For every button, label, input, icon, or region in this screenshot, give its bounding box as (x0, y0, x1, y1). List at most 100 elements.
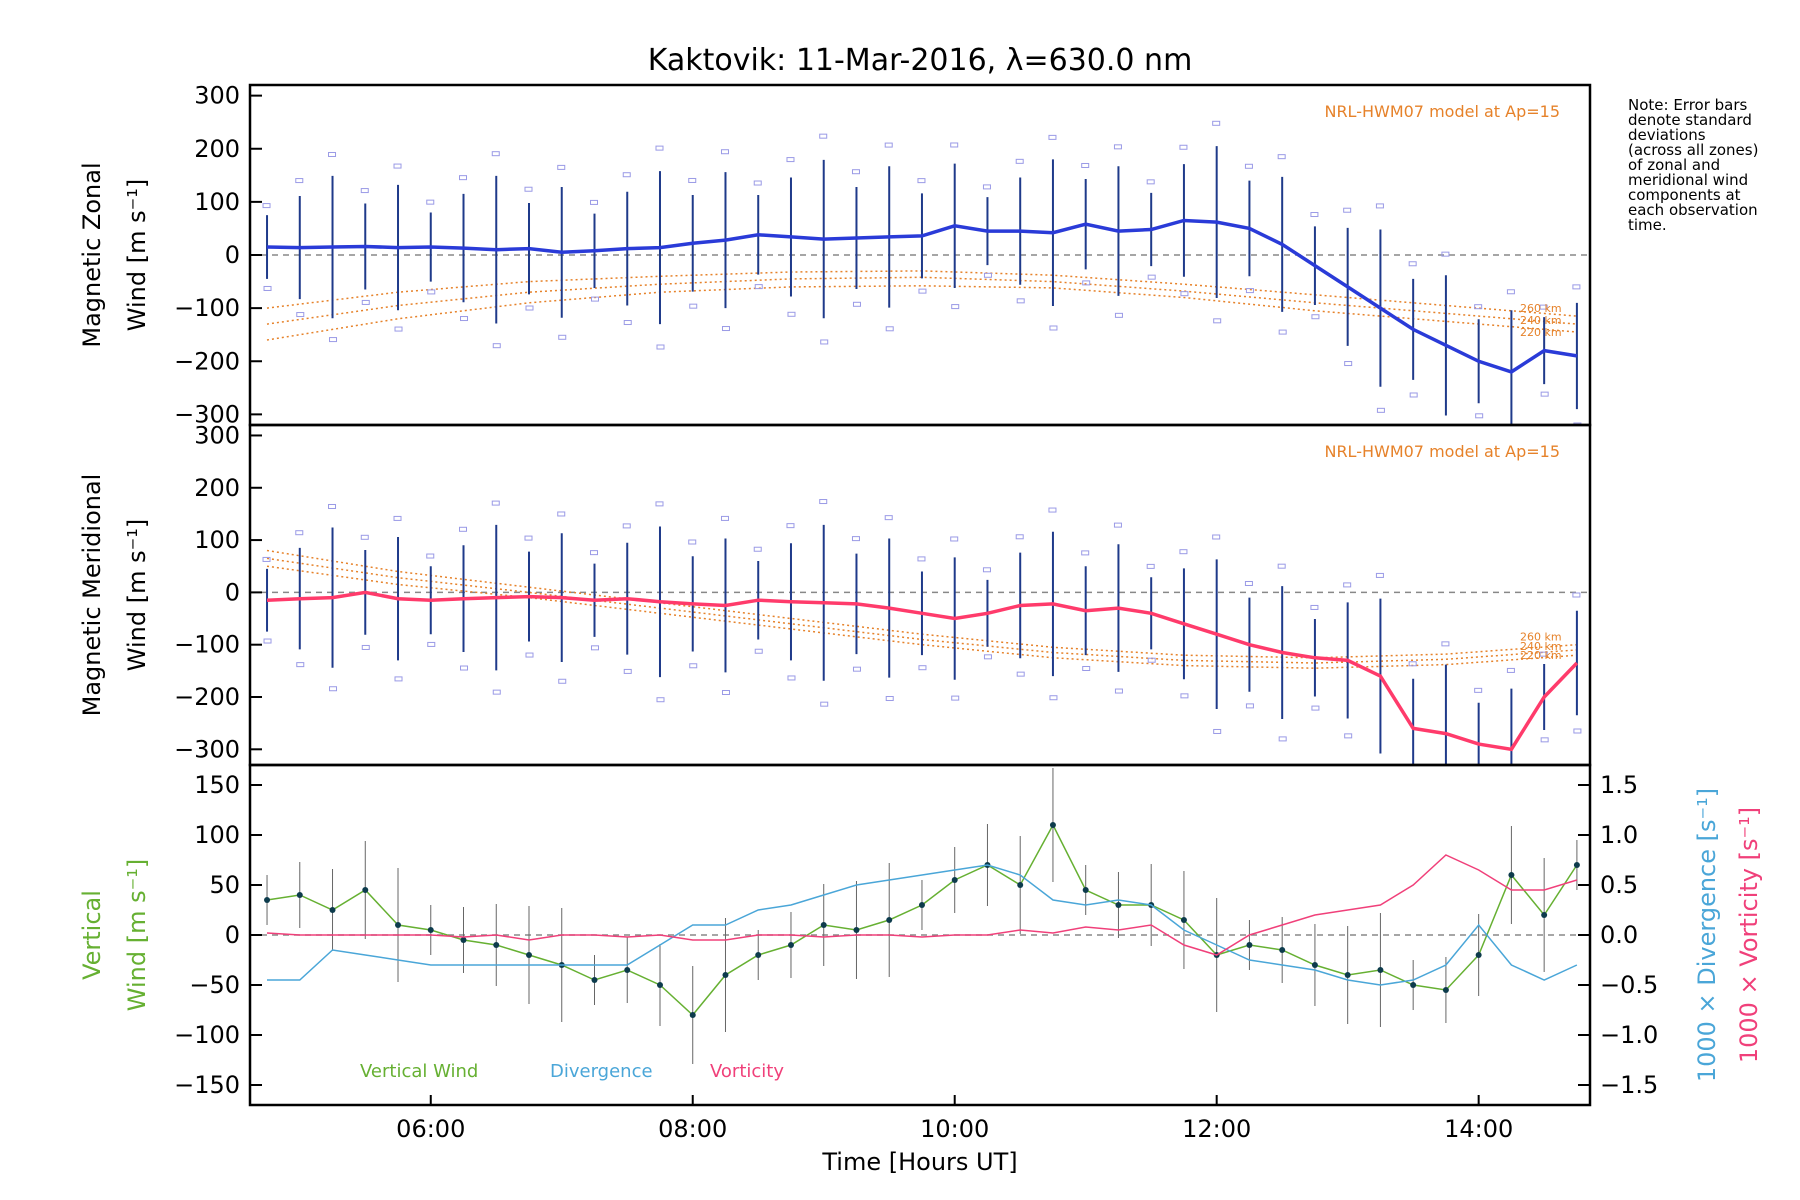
y-tick-label: 100 (194, 526, 240, 554)
chart-title: Kaktovik: 11-Mar-2016, λ=630.0 nm (648, 43, 1193, 78)
scatter-point (1180, 291, 1189, 297)
data-point (787, 942, 794, 948)
scatter-point (1113, 144, 1122, 150)
scatter-point (1114, 688, 1123, 694)
scatter-point (1408, 661, 1417, 667)
y-tick-label: 200 (194, 474, 240, 502)
scatter-point (525, 652, 534, 658)
scatter-point (394, 326, 403, 332)
y-tick-label: −300 (174, 400, 240, 428)
y2-tick-label: 0.0 (1600, 921, 1638, 949)
y-tick-label: −150 (174, 1071, 240, 1099)
scatter-point (524, 186, 533, 192)
scatter-point (622, 523, 631, 529)
scatter-point (917, 556, 926, 562)
y2-tick-label: −1.5 (1600, 1071, 1658, 1099)
y-tick-label: 100 (194, 821, 240, 849)
model-label: NRL-HWM07 model at Ap=15 (1324, 102, 1560, 121)
scatter-point (655, 145, 664, 151)
scatter-point (721, 690, 730, 696)
panel-frame (248, 763, 1592, 1107)
scatter-point (296, 312, 305, 318)
scatter-point (1443, 434, 1450, 438)
scatter-point (656, 697, 665, 703)
note-line: of zonal and (1628, 156, 1721, 174)
y2-tick-label: 0.5 (1600, 871, 1638, 899)
scatter-point (361, 299, 370, 305)
scatter-point (655, 501, 664, 507)
scatter-point (688, 177, 697, 183)
data-point (591, 977, 598, 983)
scatter-point (1573, 728, 1582, 734)
y-axis-title-line1: Vertical (78, 890, 106, 980)
scatter-point (1310, 212, 1319, 218)
scatter-point (1410, 791, 1417, 795)
scatter-point (426, 553, 435, 559)
scatter-point (786, 157, 795, 163)
scatter-point (1278, 736, 1287, 742)
data-point (1115, 902, 1122, 908)
panel-plot-area (250, 120, 1590, 438)
scatter-point (427, 641, 436, 647)
scatter-point (753, 180, 762, 186)
y-tick-label: −100 (174, 631, 240, 659)
y2-tick-label: −1.0 (1600, 1021, 1658, 1049)
scatter-point (1081, 162, 1090, 168)
scatter-point (262, 203, 271, 209)
data-point (1180, 917, 1187, 923)
scatter-point (1081, 550, 1090, 556)
y2-tick-label: −0.5 (1600, 971, 1658, 999)
scatter-point (492, 689, 501, 695)
scatter-point (688, 539, 697, 545)
series-line-divergence (267, 864, 1578, 986)
y-axis-title-line1: Magnetic Meridional (78, 474, 106, 717)
scatter-point (1310, 604, 1319, 610)
scatter-point (1277, 154, 1286, 160)
scatter-point (329, 337, 338, 343)
scatter-point (1147, 274, 1156, 280)
y-tick-label: 300 (194, 82, 240, 110)
scatter-point (1048, 134, 1057, 140)
y-tick-label: −100 (174, 294, 240, 322)
data-point (1410, 982, 1417, 988)
panel-plot-area (250, 499, 1590, 795)
scatter-point (558, 334, 567, 340)
scatter-point (623, 320, 632, 326)
model-label: NRL-HWM07 model at Ap=15 (1324, 442, 1560, 461)
model-altitude-label: 240 km (1520, 640, 1562, 653)
scatter-point (1376, 407, 1385, 413)
scatter-point (1441, 251, 1450, 257)
data-point (526, 952, 533, 958)
scatter-point (1179, 549, 1188, 555)
data-point (1082, 887, 1089, 893)
y-tick-label: −100 (174, 1021, 240, 1049)
scatter-point (1540, 391, 1549, 397)
scatter-point (492, 343, 501, 349)
scatter-point (1244, 163, 1253, 169)
data-point (1246, 942, 1253, 948)
data-point (624, 967, 631, 973)
x-axis-title: Time [Hours UT] (821, 1148, 1017, 1176)
series-line-vorticity (266, 854, 1578, 956)
scatter-point (589, 199, 598, 205)
scatter-point (1506, 289, 1515, 295)
scatter-point (819, 499, 828, 505)
scatter-point (1244, 580, 1253, 586)
scatter-point (1049, 695, 1058, 701)
scatter-point (1146, 179, 1155, 185)
scatter-point (329, 686, 338, 692)
y-tick-label: −200 (174, 347, 240, 375)
scatter-point (982, 184, 991, 190)
scatter-point (851, 169, 860, 175)
scatter-point (754, 648, 763, 654)
scatter-point (754, 284, 763, 290)
note-line: deviations (1628, 126, 1706, 144)
scatter-point (328, 503, 337, 509)
y-tick-label: −300 (174, 735, 240, 763)
scatter-point (262, 556, 271, 562)
scatter-point (590, 645, 599, 651)
series-line (266, 218, 1578, 374)
panel-frame (248, 423, 1592, 767)
legend-entry: Divergence (550, 1061, 653, 1082)
